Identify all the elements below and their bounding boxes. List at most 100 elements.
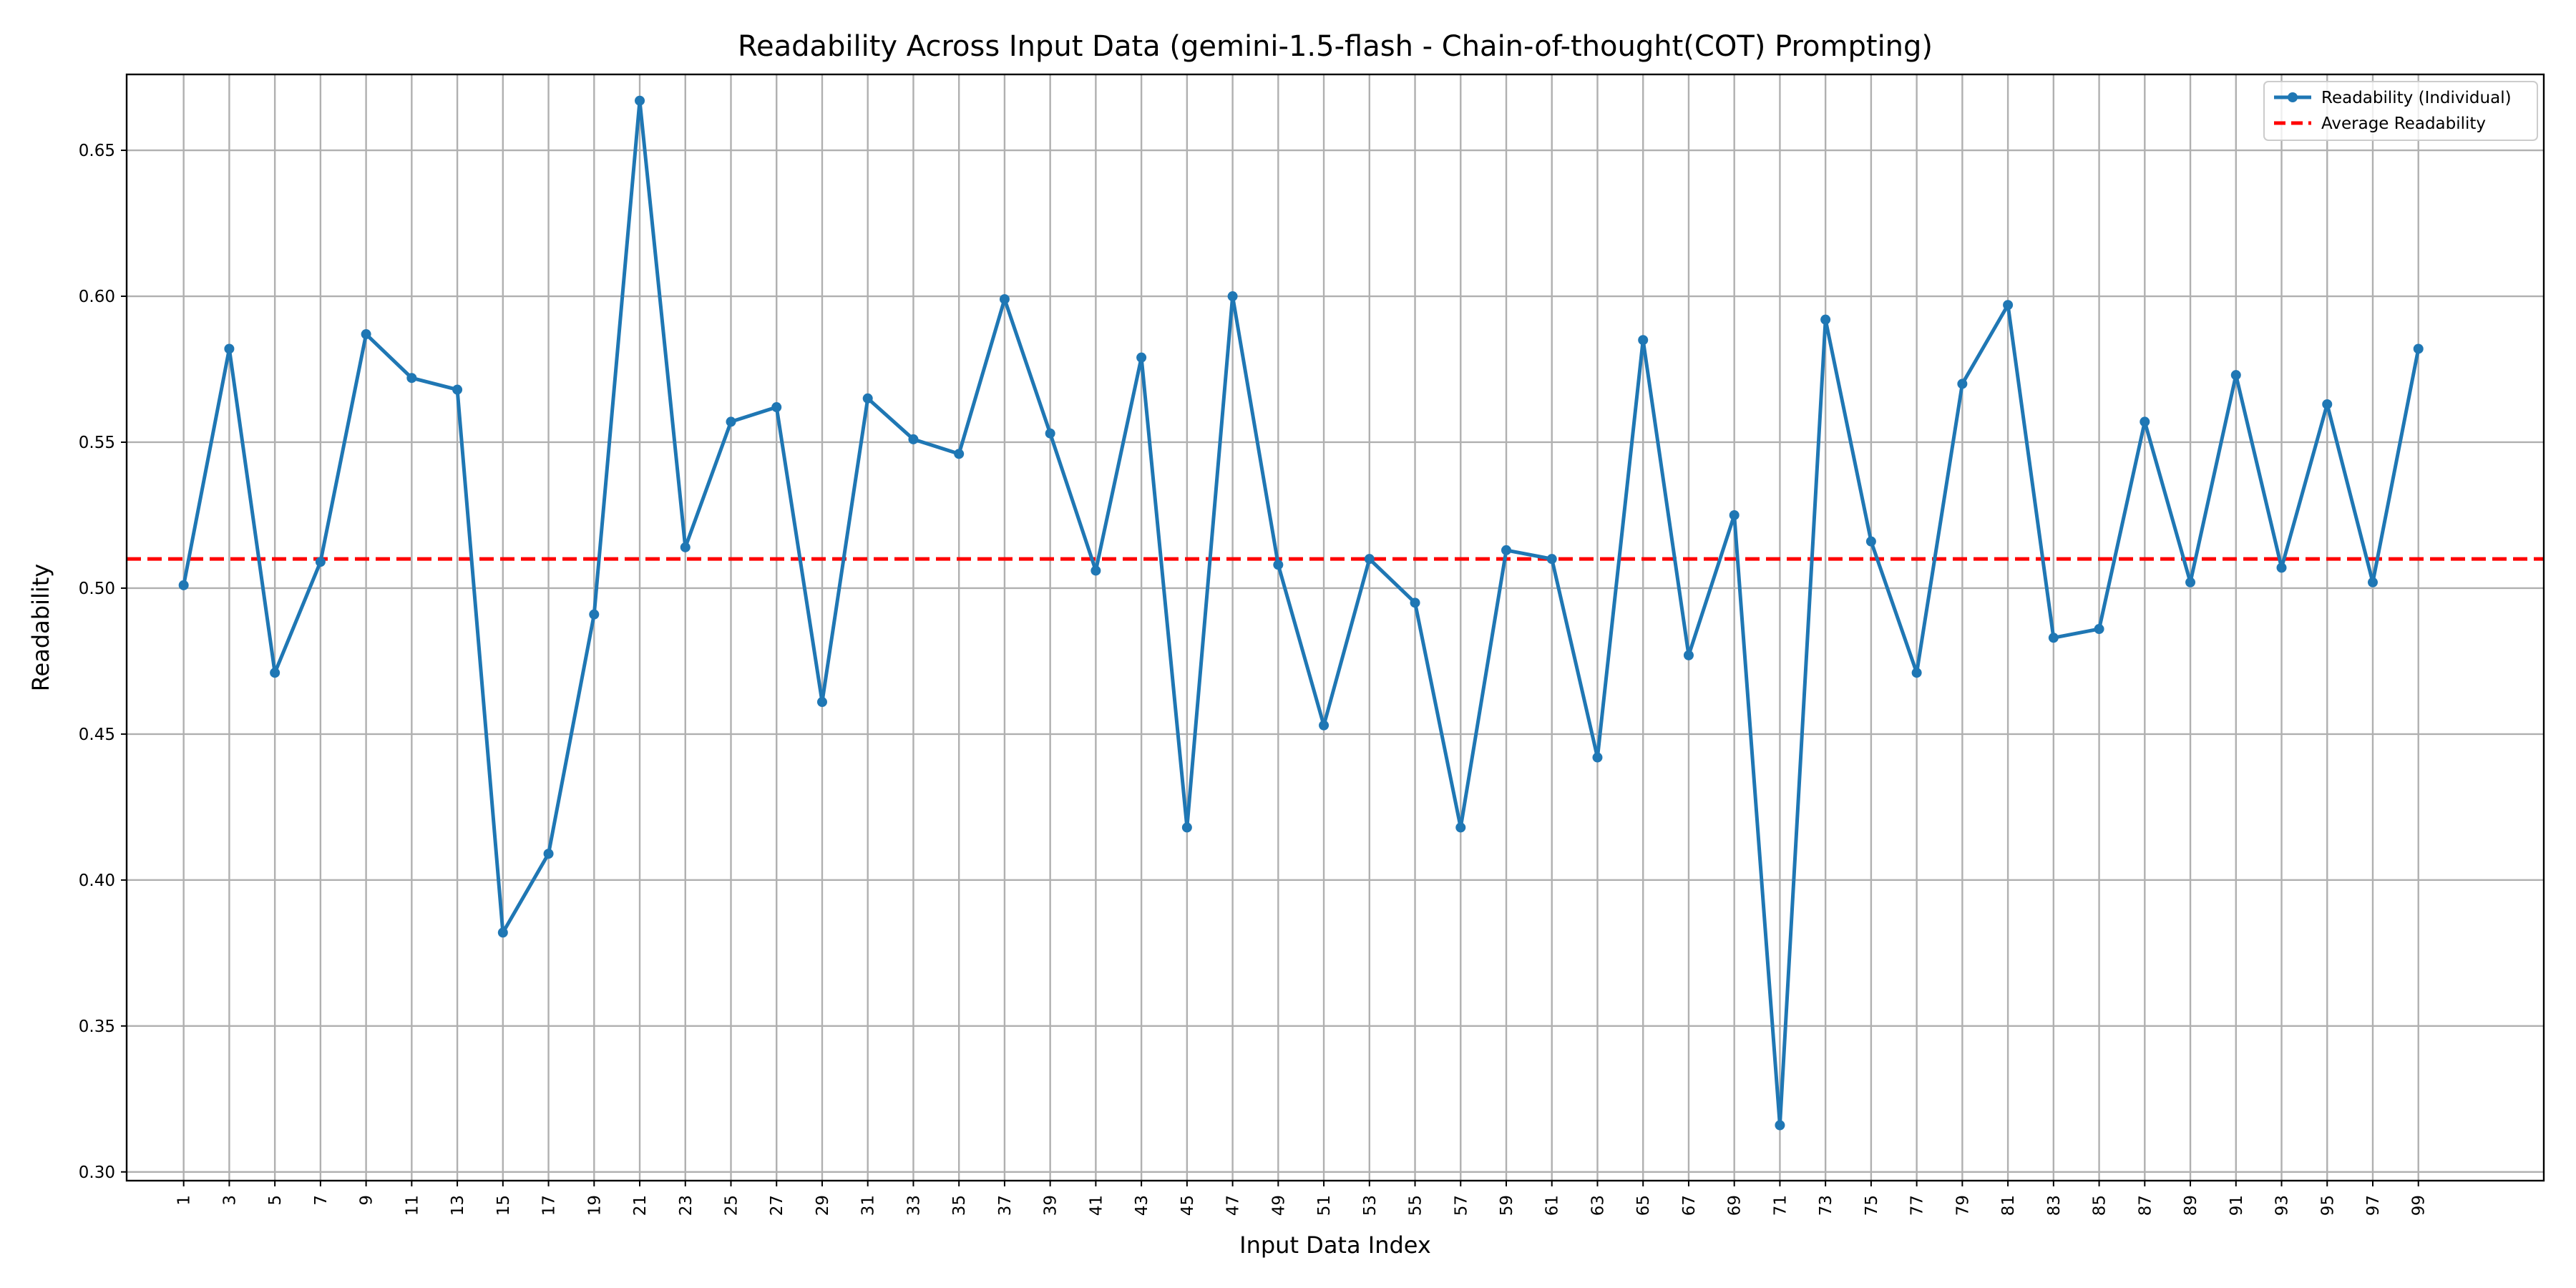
x-tick-label: 89 <box>2182 1195 2200 1216</box>
x-axis-label: Input Data Index <box>1239 1231 1431 1259</box>
x-tick-label: 43 <box>1133 1195 1151 1216</box>
x-tick-label: 99 <box>2410 1195 2429 1216</box>
y-tick-label: 0.30 <box>79 1163 115 1182</box>
chart-title: Readability Across Input Data (gemini-1.… <box>738 30 1933 63</box>
legend-marker-individual <box>2288 92 2298 102</box>
series-layer <box>178 95 2424 1131</box>
readability-series-line <box>182 99 2421 1127</box>
data-point-51 <box>1319 720 1330 731</box>
data-point-87 <box>2140 416 2150 427</box>
x-tick-label: 75 <box>1863 1195 1881 1216</box>
legend-entry-individual: Readability (Individual) <box>2321 89 2512 107</box>
data-point-43 <box>1136 352 1147 363</box>
data-point-27 <box>771 402 782 413</box>
x-tick-label: 17 <box>540 1195 559 1216</box>
x-tick-label: 35 <box>950 1195 969 1216</box>
x-tick-label: 93 <box>2273 1195 2292 1216</box>
data-point-17 <box>543 849 554 859</box>
x-tick-label: 7 <box>312 1195 331 1206</box>
data-point-5 <box>270 668 280 678</box>
data-point-85 <box>2094 624 2104 635</box>
x-tick-label: 65 <box>1634 1195 1653 1216</box>
x-tick-label: 49 <box>1269 1195 1288 1216</box>
x-tick-label: 1 <box>175 1195 194 1206</box>
y-tick-label: 0.40 <box>79 872 115 890</box>
y-tick-label: 0.65 <box>79 142 115 160</box>
data-point-75 <box>1865 536 1876 547</box>
grid <box>127 74 2544 1181</box>
data-point-73 <box>1820 314 1831 325</box>
data-point-29 <box>816 697 827 708</box>
x-tick-label: 5 <box>266 1195 285 1206</box>
x-tick-label: 67 <box>1680 1195 1699 1216</box>
x-tick-label: 47 <box>1224 1195 1243 1216</box>
data-point-3 <box>224 343 235 354</box>
x-tick-label: 85 <box>2091 1195 2109 1216</box>
x-tick-label: 73 <box>1817 1195 1835 1216</box>
data-point-15 <box>497 927 508 938</box>
x-tick-label: 97 <box>2364 1195 2383 1216</box>
x-tick-label: 45 <box>1179 1195 1197 1216</box>
x-tick-label: 37 <box>996 1195 1015 1216</box>
x-tick-label: 87 <box>2136 1195 2155 1216</box>
data-point-81 <box>2003 300 2014 311</box>
x-tick-label: 9 <box>358 1195 376 1206</box>
x-tick-label: 57 <box>1452 1195 1470 1216</box>
x-tick-label: 95 <box>2318 1195 2337 1216</box>
data-point-7 <box>315 557 326 567</box>
x-tick-label: 39 <box>1042 1195 1060 1216</box>
data-point-61 <box>1546 554 1557 565</box>
data-point-79 <box>1957 379 1968 389</box>
data-point-49 <box>1273 560 1284 570</box>
data-point-83 <box>2048 633 2059 643</box>
legend-entry-average: Average Readability <box>2321 114 2486 133</box>
data-point-25 <box>726 416 736 427</box>
y-tick-label: 0.55 <box>79 434 115 452</box>
data-point-91 <box>2230 370 2241 381</box>
x-tick-label: 25 <box>723 1195 741 1216</box>
x-tick-label: 53 <box>1361 1195 1380 1216</box>
x-tick-label: 21 <box>631 1195 650 1216</box>
legend-box <box>2263 81 2538 141</box>
x-tick-label: 83 <box>2045 1195 2064 1216</box>
x-axis-ticks: 1 3 5 7 9 11 13 15 17 19 21 23 25 27 29 31 33 35 37 39 41 43 4… <box>175 1181 2429 1216</box>
x-tick-label: 81 <box>1999 1195 2018 1216</box>
data-point-63 <box>1592 752 1603 763</box>
data-point-13 <box>452 384 463 395</box>
data-point-19 <box>589 609 600 620</box>
x-tick-label: 71 <box>1771 1195 1790 1216</box>
x-tick-label: 55 <box>1407 1195 1425 1216</box>
x-tick-label: 77 <box>1908 1195 1927 1216</box>
data-point-67 <box>1683 650 1694 660</box>
x-tick-label: 51 <box>1315 1195 1334 1216</box>
x-tick-label: 31 <box>859 1195 878 1216</box>
data-point-39 <box>1045 428 1055 439</box>
x-tick-label: 33 <box>904 1195 923 1216</box>
data-point-53 <box>1364 554 1375 565</box>
data-point-47 <box>1227 291 1238 302</box>
y-tick-label: 0.35 <box>79 1018 115 1036</box>
x-tick-label: 69 <box>1726 1195 1745 1216</box>
y-axis-ticks: 0.30 0.35 0.40 0.45 0.50 0.55 0.60 0.65 <box>79 142 127 1182</box>
data-point-59 <box>1501 545 1512 555</box>
data-point-1 <box>178 580 189 590</box>
x-tick-label: 11 <box>403 1195 421 1216</box>
data-point-99 <box>2413 343 2424 354</box>
x-tick-label: 63 <box>1589 1195 1607 1216</box>
data-point-31 <box>862 393 873 404</box>
data-point-95 <box>2322 399 2333 409</box>
x-tick-label: 19 <box>585 1195 604 1216</box>
x-tick-label: 3 <box>220 1195 239 1206</box>
data-point-93 <box>2276 562 2287 573</box>
data-point-21 <box>635 95 645 106</box>
data-point-65 <box>1638 335 1649 346</box>
data-point-69 <box>1729 509 1740 520</box>
x-tick-label: 27 <box>768 1195 786 1216</box>
data-point-35 <box>954 449 965 459</box>
data-point-9 <box>361 329 371 340</box>
x-tick-label: 61 <box>1543 1195 1562 1216</box>
data-point-41 <box>1091 565 1101 576</box>
